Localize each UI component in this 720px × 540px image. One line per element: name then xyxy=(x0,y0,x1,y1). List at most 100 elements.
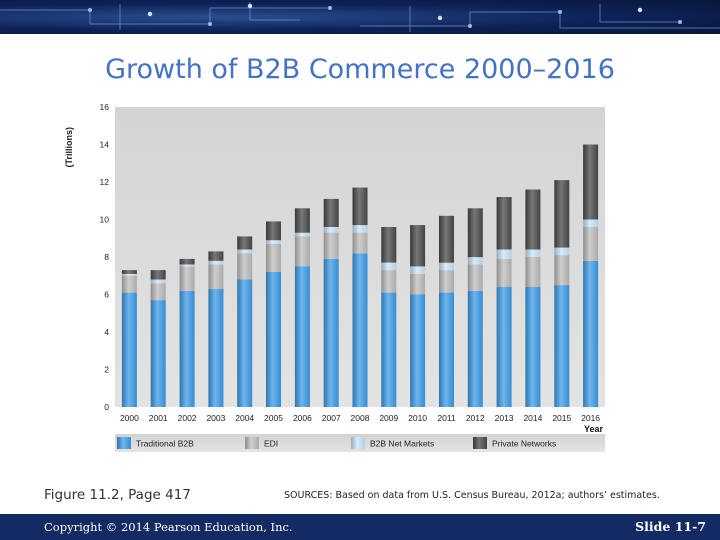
slide-title: Growth of B2B Commerce 2000–2016 xyxy=(105,54,615,85)
bar-2002-edi xyxy=(179,266,195,291)
footer-band: Copyright © 2014 Pearson Education, Inc.… xyxy=(0,514,720,540)
bar-2011-traditional-b2b xyxy=(439,292,454,407)
slide-number: Slide 11-7 xyxy=(635,519,706,534)
bar-2006-edi xyxy=(294,236,310,267)
x-tick-label-2001: 2001 xyxy=(149,413,168,423)
x-axis-label: Year xyxy=(584,424,604,434)
figure-caption: Figure 11.2, Page 417 xyxy=(44,487,191,503)
bar-2000-b2b-net-markets xyxy=(121,273,137,276)
bar-2004-traditional-b2b xyxy=(237,279,253,407)
bar-2003-edi xyxy=(208,264,224,289)
bar-2008-private-networks xyxy=(352,187,368,226)
legend-swatch-edi xyxy=(245,437,259,449)
sources-note: SOURCES: Based on data from U.S. Census … xyxy=(284,490,660,501)
bar-2003-traditional-b2b xyxy=(208,288,224,407)
bar-2006-traditional-b2b xyxy=(294,266,310,407)
bar-2013-b2b-net-markets xyxy=(496,249,512,259)
bar-2010-traditional-b2b xyxy=(410,294,426,407)
bar-2012-edi xyxy=(467,264,483,291)
x-tick-label-2008: 2008 xyxy=(351,413,370,423)
x-tick-label-2004: 2004 xyxy=(235,413,254,423)
x-tick-label-2009: 2009 xyxy=(379,413,398,423)
bar-2004-b2b-net-markets xyxy=(237,249,253,254)
bar-2012-private-networks xyxy=(467,208,483,258)
x-tick-label-2000: 2000 xyxy=(120,413,139,423)
bar-2007-traditional-b2b xyxy=(323,258,339,407)
bar-2012-traditional-b2b xyxy=(467,290,483,408)
bar-2013-private-networks xyxy=(496,197,512,250)
x-tick-label-2007: 2007 xyxy=(322,413,341,423)
bar-2008-edi xyxy=(352,232,368,254)
bar-2003-b2b-net-markets xyxy=(208,260,224,265)
bar-2005-edi xyxy=(266,243,281,272)
circuit-pattern-icon xyxy=(0,2,720,32)
bar-2005-private-networks xyxy=(266,221,281,241)
bar-2000-traditional-b2b xyxy=(121,292,137,407)
y-tick-label-14: 14 xyxy=(100,140,110,150)
bar-2010-private-networks xyxy=(410,225,426,267)
bar-2006-b2b-net-markets xyxy=(294,232,310,237)
bar-2000-edi xyxy=(121,275,137,293)
top-decorative-band xyxy=(0,0,720,34)
legend-label-edi: EDI xyxy=(264,439,278,449)
bar-2005-b2b-net-markets xyxy=(266,240,281,244)
bar-2001-traditional-b2b xyxy=(150,300,166,407)
y-tick-label-10: 10 xyxy=(100,215,110,225)
x-tick-label-2012: 2012 xyxy=(466,413,485,423)
bar-2009-b2b-net-markets xyxy=(381,262,397,271)
bar-2013-traditional-b2b xyxy=(496,287,512,407)
bar-2011-private-networks xyxy=(439,215,454,263)
y-tick-label-0: 0 xyxy=(104,402,109,412)
y-tick-label-4: 4 xyxy=(104,327,109,337)
x-tick-label-2002: 2002 xyxy=(178,413,197,423)
bar-2008-b2b-net-markets xyxy=(352,225,368,233)
legend-label-traditional-b2b: Traditional B2B xyxy=(136,439,194,449)
y-tick-label-8: 8 xyxy=(104,252,109,262)
bar-2016-b2b-net-markets xyxy=(583,219,599,227)
legend-swatch-b2b-net-markets xyxy=(351,437,365,449)
bar-2016-traditional-b2b xyxy=(583,260,599,408)
legend-swatch-traditional-b2b xyxy=(117,437,131,449)
bar-2013-edi xyxy=(496,258,512,287)
bar-2011-edi xyxy=(439,270,454,293)
copyright-text: Copyright © 2014 Pearson Education, Inc. xyxy=(44,520,293,534)
bar-2004-private-networks xyxy=(237,236,253,250)
bar-2009-private-networks xyxy=(381,227,397,263)
bar-2009-traditional-b2b xyxy=(381,292,397,407)
bar-2015-edi xyxy=(554,255,570,286)
bar-2008-traditional-b2b xyxy=(352,253,368,408)
bar-2005-traditional-b2b xyxy=(266,272,281,407)
bar-2010-edi xyxy=(410,273,426,295)
y-tick-label-12: 12 xyxy=(100,177,110,187)
bar-2014-edi xyxy=(525,257,541,287)
bar-2011-b2b-net-markets xyxy=(439,262,454,271)
bar-2009-edi xyxy=(381,270,397,293)
bar-2015-private-networks xyxy=(554,180,570,248)
y-tick-label-16: 16 xyxy=(100,102,110,112)
bar-2001-private-networks xyxy=(150,270,166,280)
bar-2007-b2b-net-markets xyxy=(323,227,339,233)
bar-2016-edi xyxy=(583,227,599,261)
bar-2014-private-networks xyxy=(525,189,541,250)
bar-2014-b2b-net-markets xyxy=(525,249,541,257)
bar-2010-b2b-net-markets xyxy=(410,266,426,274)
bar-2014-traditional-b2b xyxy=(525,287,541,407)
x-tick-label-2011: 2011 xyxy=(437,413,456,423)
bar-2004-edi xyxy=(237,253,253,280)
x-tick-label-2003: 2003 xyxy=(206,413,225,423)
bar-2001-b2b-net-markets xyxy=(150,279,166,284)
bar-2016-private-networks xyxy=(583,144,599,220)
bar-2015-traditional-b2b xyxy=(554,285,570,407)
x-tick-label-2013: 2013 xyxy=(495,413,514,423)
bar-2001-edi xyxy=(150,283,166,301)
y-tick-label-2: 2 xyxy=(104,365,109,375)
x-tick-label-2010: 2010 xyxy=(408,413,427,423)
y-axis-label: (Trillions) xyxy=(64,127,74,168)
x-tick-label-2006: 2006 xyxy=(293,413,312,423)
x-tick-label-2005: 2005 xyxy=(264,413,283,423)
bar-2007-private-networks xyxy=(323,198,339,227)
bar-2000-private-networks xyxy=(121,270,137,274)
bar-2003-private-networks xyxy=(208,251,224,261)
x-tick-label-2014: 2014 xyxy=(523,413,542,423)
x-tick-label-2015: 2015 xyxy=(552,413,571,423)
